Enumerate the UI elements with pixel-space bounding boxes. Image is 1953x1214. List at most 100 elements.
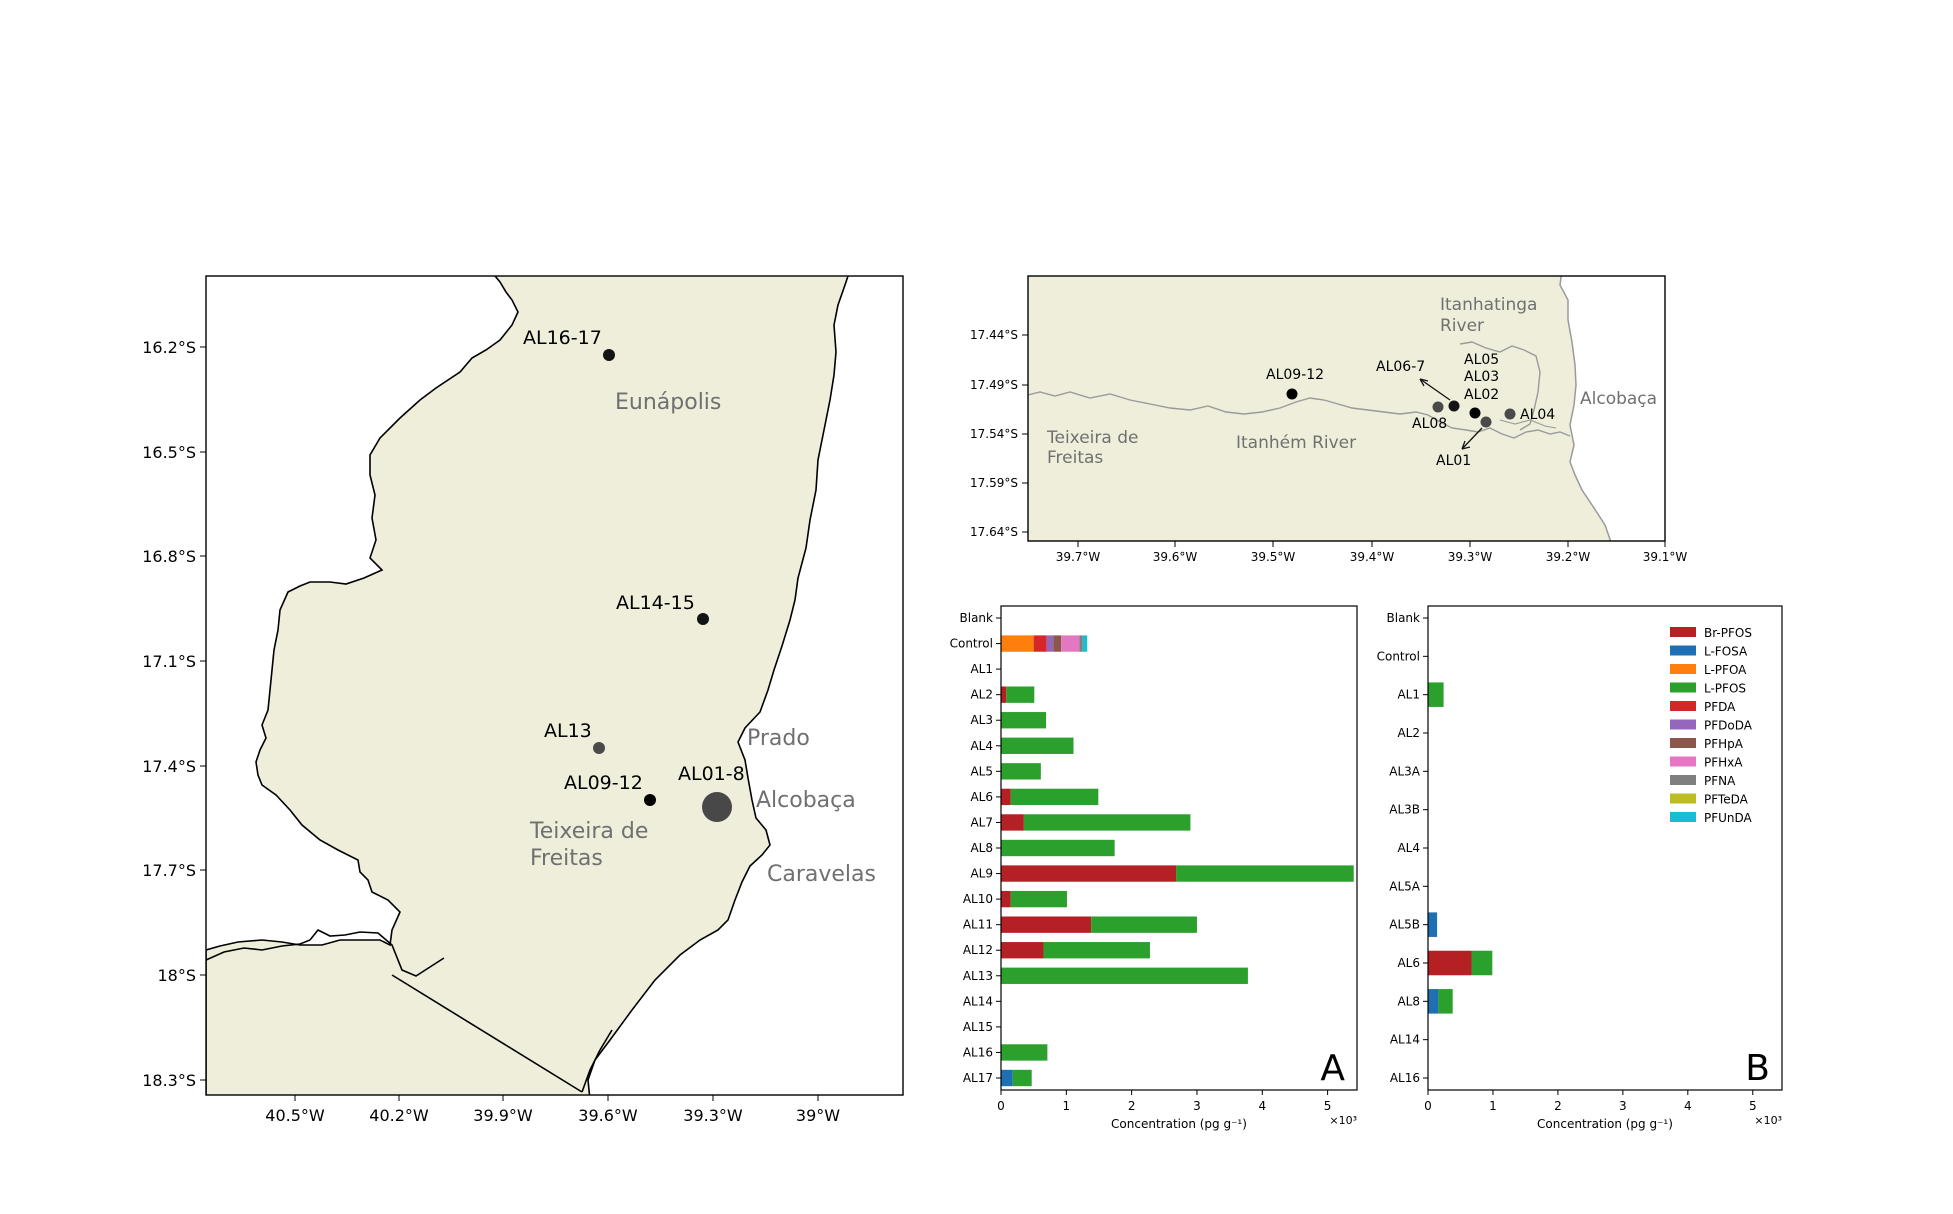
main-map-place-labels: Eunápolis Prado Alcobaça Teixeira de Fre… [529,390,876,887]
place-label-teixeira: Teixeira de [529,819,648,844]
site-marker-al16-17 [603,349,615,361]
zoom-map: 39.7°W 39.6°W 39.5°W 39.4°W 39.3°W 39.2°… [970,275,1687,564]
zoom-site-label: AL04 [1520,407,1555,423]
category-label: AL4 [1397,841,1420,855]
panel-label: B [1745,1048,1770,1089]
zoom-site-arrows [1419,378,1483,450]
legend-swatch [1670,738,1696,748]
plot-area [1428,606,1782,1090]
place-label-teixeira: Teixeira de [1046,428,1138,448]
zoom-map-river [1028,391,1571,439]
main-y-tick-label: 16.5°S [142,443,196,462]
x-tick-label: 4 [1684,1099,1692,1113]
place-label-prado: Prado [747,726,810,751]
place-label-alcobaca: Alcobaça [756,788,856,813]
category-label: AL10 [963,892,993,906]
zoom-site-label: AL05 [1464,352,1499,368]
bar-segment [1001,737,1074,754]
x-tick-label: 0 [1424,1099,1432,1113]
zoom-map-y-ticks: 17.44°S 17.49°S 17.54°S 17.59°S 17.64°S [970,328,1028,539]
legend-label: PFDA [1704,700,1736,714]
bar-segment [1010,788,1099,806]
category-label: Blank [960,611,994,625]
category-label: AL3B [1389,803,1420,817]
zoom-y-tick-label: 17.44°S [970,328,1018,342]
site-marker-al14-15 [697,613,709,625]
category-label: AL17 [963,1071,993,1085]
bar-segment [1091,916,1197,933]
category-label: AL1 [970,662,993,676]
zoom-x-tick-label: 39.6°W [1153,550,1198,564]
bar-segment [1043,942,1150,959]
legend-label: Br-PFOS [1704,626,1752,640]
main-y-tick-label: 18°S [157,966,196,985]
category-label: AL3A [1389,764,1421,778]
bar-segment [1001,1069,1013,1087]
x-tick-label: 3 [1619,1099,1627,1113]
main-x-tick-label: 40.5°W [265,1106,325,1125]
zoom-site-label: AL06-7 [1376,359,1425,375]
place-label-itanhatinga: Itanhatinga [1440,295,1537,315]
legend-label: PFHxA [1704,756,1743,770]
zoom-y-tick-label: 17.54°S [970,427,1018,441]
main-y-tick-label: 16.8°S [142,547,196,566]
zoom-x-tick-label: 39.4°W [1350,550,1395,564]
bar-segment [1001,890,1011,908]
zoom-map-x-ticks: 39.7°W 39.6°W 39.5°W 39.4°W 39.3°W 39.2°… [1056,541,1687,564]
site-label: AL01-8 [678,763,745,785]
zoom-x-tick-label: 39.2°W [1546,550,1591,564]
arrow-al06-7 [1419,378,1451,401]
legend-swatch [1670,682,1696,693]
legend-label: PFNA [1704,774,1736,788]
zoom-map-place-labels: Itanhatinga River Alcobaça Teixeira de F… [1046,295,1657,468]
category-label: AL8 [970,841,993,855]
main-y-tick-label: 17.1°S [142,652,196,671]
zoom-site-label: AL09-12 [1266,367,1324,383]
place-label-caravelas: Caravelas [767,862,876,887]
place-label-alcobaca: Alcobaça [1580,389,1657,409]
legend-swatch [1670,812,1696,822]
zoom-y-tick-label: 17.64°S [970,525,1018,539]
bar-segment [1471,950,1493,976]
plot-frame [1427,605,1783,1091]
zoom-x-tick-label: 39.5°W [1251,550,1296,564]
bar-segment [1001,916,1092,933]
legend-swatch [1670,719,1696,730]
bar-segment [1001,839,1115,857]
legend-label: PFDoDA [1704,719,1753,733]
category-label: AL6 [970,790,993,804]
zoom-map-river-branch [1459,341,1541,431]
bar-segment [1079,635,1083,652]
bar-segment [1053,635,1062,652]
zoom-map-river-inlet [1499,419,1557,429]
bar-segment [1012,1069,1032,1087]
zoom-y-tick-label: 17.59°S [970,476,1018,490]
bar-segment [1010,890,1067,908]
category-label: AL3 [970,713,993,727]
site-marker-al01-8 [702,792,732,822]
category-label: Control [1377,649,1420,663]
bar-segment [1001,865,1177,882]
legend-label: PFTeDA [1704,793,1749,807]
bar-segment [1001,1044,1048,1061]
main-y-tick-label: 17.7°S [142,861,196,880]
category-label: AL16 [1390,1071,1420,1085]
category-label: AL4 [970,739,993,753]
main-map-y-ticks: 16.2°S 16.5°S 16.8°S 17.1°S 17.4°S 17.7°… [142,338,206,1090]
main-map-land [206,276,849,1095]
state-border-diagonal [391,974,583,1093]
site-label: AL16-17 [523,327,602,349]
arrow-head-al01 [1461,440,1471,450]
bar-segment [1061,635,1080,652]
zoom-site-label: AL02 [1464,387,1499,403]
place-label-teixeira: Freitas [1047,448,1103,468]
place-label-itanhatinga: River [1440,316,1484,336]
bar-segment [1428,950,1472,976]
main-x-tick-label: 39.3°W [683,1106,743,1125]
place-label-teixeira: Freitas [530,846,603,871]
zoom-site-marker-al01 [1480,416,1492,428]
x-tick-label: 4 [1258,1099,1266,1113]
zoom-site-marker-al02 [1469,407,1481,419]
x-tick-label: 2 [1128,1099,1136,1113]
bar-segment [1001,635,1034,652]
